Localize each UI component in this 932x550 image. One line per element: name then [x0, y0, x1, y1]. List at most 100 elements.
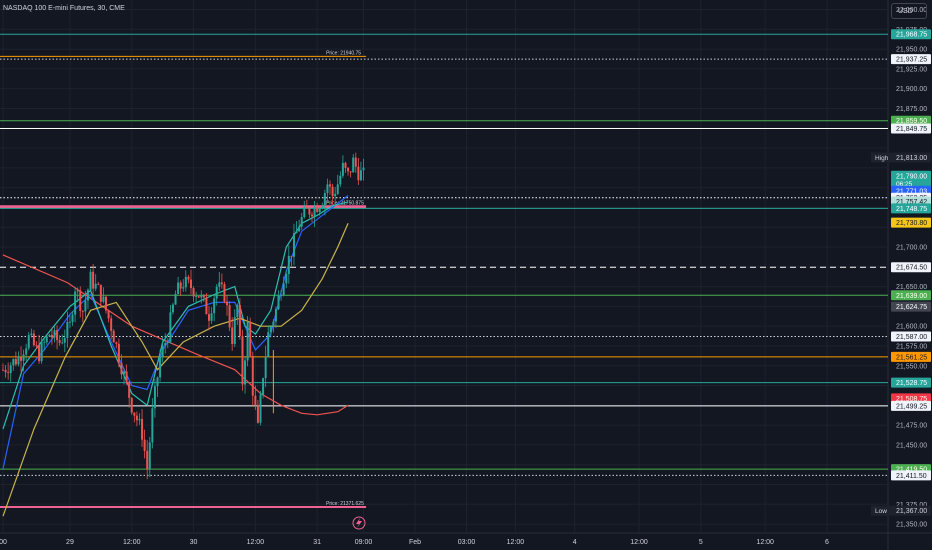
candle-body [362, 167, 365, 171]
candle-body [192, 288, 195, 297]
time-tick-label: 4 [573, 539, 577, 546]
candle-body [256, 404, 259, 423]
candle-body [359, 170, 362, 181]
line-price-label: Price: 21371.625 [326, 501, 364, 507]
candle-body [272, 321, 275, 327]
candle-body [7, 372, 10, 374]
price-axis[interactable]: 22,000.0021,975.0021,950.0021,925.0021,9… [896, 7, 927, 529]
candle-body [171, 304, 174, 313]
time-tick-label: 09:00 [355, 539, 373, 546]
time-tick-label: 29 [66, 539, 74, 546]
price-badge-label: 21,849.75 [896, 126, 927, 133]
candlesticks [2, 152, 365, 480]
candle-body [63, 338, 66, 343]
price-tick-label: 21,350.00 [896, 522, 927, 529]
candle-body [17, 356, 20, 365]
candle-body [254, 395, 257, 405]
price-badge [891, 400, 931, 411]
candle-body [177, 282, 180, 295]
price-badge [891, 351, 931, 362]
candle-body [123, 371, 126, 375]
candle-body [12, 359, 15, 366]
candle-body [231, 327, 234, 344]
candle-body [161, 345, 164, 357]
candle-body [53, 330, 56, 338]
candle-body [164, 342, 167, 346]
candle-body [311, 214, 313, 217]
candle-body [35, 345, 38, 346]
time-tick-label: 30 [190, 539, 198, 546]
candle-body [2, 369, 4, 371]
candle-body [354, 157, 357, 167]
candle-body [40, 342, 43, 362]
time-axis[interactable]: 00 29 12:00 30 12:00 31 09:00 Feb 03:00 12:00 4 12:… [0, 539, 829, 546]
candle-body [329, 184, 332, 187]
badge-tag: Low [875, 508, 887, 515]
candle-body [323, 193, 326, 207]
price-badge-label: 21,790.00 [896, 173, 927, 180]
candle-body [344, 162, 347, 168]
price-badge [891, 470, 931, 481]
candle-body [244, 360, 247, 385]
candle-body [4, 369, 7, 373]
currency-button[interactable]: USD [891, 3, 927, 19]
candle-body [94, 283, 97, 289]
candle-body [352, 157, 355, 173]
candle-body [9, 365, 12, 374]
candle-body [92, 271, 95, 289]
candle-body [303, 207, 306, 218]
candle-body [341, 162, 344, 176]
candle-body [166, 341, 169, 343]
candle-body [308, 208, 311, 215]
price-badge-label: 21,367.00 [896, 508, 927, 515]
candle-body [249, 321, 252, 356]
candle-body [202, 295, 205, 298]
candle-body [267, 332, 270, 357]
candle-body [105, 296, 107, 311]
candle-body [197, 296, 200, 298]
time-tick-label: 12:00 [756, 539, 774, 546]
candle-body [138, 419, 141, 421]
price-badge [891, 115, 931, 126]
candle-body [14, 359, 17, 365]
candle-body [30, 333, 33, 336]
candle-body [112, 330, 115, 343]
candle-body [174, 294, 177, 305]
candle-body [200, 295, 203, 298]
price-badge-label: 21,674.50 [896, 265, 927, 272]
price-tick-label: 21,375.00 [896, 502, 927, 509]
price-badge [891, 203, 931, 214]
price-badge-label: 21,624.75 [896, 304, 927, 311]
candle-body [130, 397, 133, 413]
price-badge [891, 152, 931, 163]
time-tick-label: 03:00 [458, 539, 476, 546]
price-tick-label: 21,550.00 [896, 363, 927, 370]
candle-body [280, 295, 283, 297]
price-badge [891, 290, 931, 301]
candle-body [189, 279, 192, 289]
price-badge-label: 21,937.25 [896, 57, 927, 64]
candle-body [313, 206, 316, 217]
candle-body [89, 271, 92, 290]
price-badge [891, 54, 931, 65]
candle-body [48, 334, 51, 337]
candle-body [182, 287, 185, 289]
candle-body [143, 439, 146, 451]
candle-body [58, 340, 61, 343]
price-tick-label: 21,950.00 [896, 47, 927, 54]
candle-body [141, 419, 144, 440]
candle-body [117, 343, 120, 363]
price-badge-label: 21,639.00 [896, 293, 927, 300]
price-tick-label: 21,900.00 [896, 86, 927, 93]
candle-body [205, 297, 208, 315]
candle-body [264, 356, 267, 379]
candle-body [61, 342, 64, 344]
price-badge [891, 123, 931, 134]
candle-body [321, 206, 324, 209]
price-badge-label: 21,771.03 [896, 188, 927, 195]
candle-body [169, 312, 172, 342]
candle-body [68, 321, 71, 323]
candle-body [125, 371, 128, 382]
